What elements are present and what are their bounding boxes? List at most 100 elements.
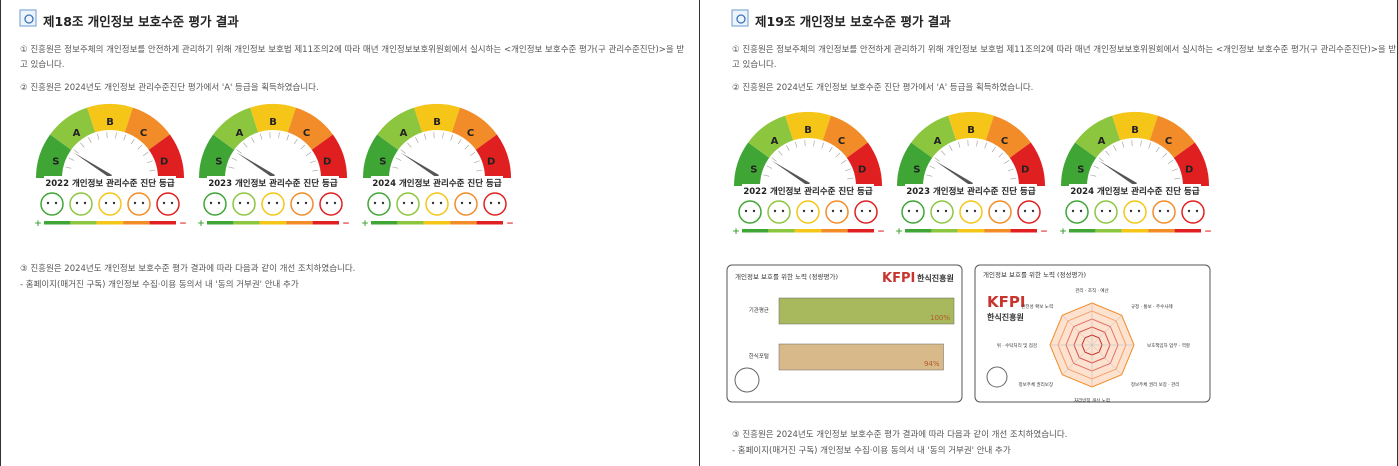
radar-label: 위 · 수탁처리 및 점검 xyxy=(997,342,1037,349)
eye xyxy=(1003,210,1005,212)
grade-letter: B xyxy=(804,125,812,136)
scale-bar xyxy=(260,221,286,225)
grade-letter: D xyxy=(160,156,168,167)
eye xyxy=(305,202,307,204)
bar-label: 기관평균 xyxy=(749,306,769,314)
scale-bar xyxy=(70,221,96,225)
eye xyxy=(239,202,241,204)
scale-bar xyxy=(821,229,847,233)
mascot xyxy=(735,368,759,392)
grade-letter: A xyxy=(1098,136,1106,147)
face xyxy=(960,201,982,223)
gauge-label: 2022 개인정보 관리수준 진단 등급 xyxy=(45,178,175,189)
eye xyxy=(411,202,413,204)
gauge-label: 2024 개인정보 관리수준 진단 등급 xyxy=(372,178,502,189)
grade-letter: A xyxy=(771,136,779,147)
scale-plus: + xyxy=(361,219,369,229)
face xyxy=(157,193,179,215)
eye xyxy=(811,210,813,212)
bar-label: 한식포털 xyxy=(749,352,769,360)
eye xyxy=(966,210,968,212)
eye xyxy=(1032,210,1034,212)
grade-letter: A xyxy=(400,128,408,139)
eye xyxy=(908,210,910,212)
eye xyxy=(210,202,212,204)
scale-bar xyxy=(1095,229,1121,233)
eye xyxy=(1072,210,1074,212)
eye xyxy=(861,210,863,212)
eye xyxy=(382,202,384,204)
scale-bar xyxy=(397,221,423,225)
grade-letter: C xyxy=(1165,136,1172,147)
grade-letter: C xyxy=(838,136,845,147)
scale-bar xyxy=(424,221,450,225)
gauge-label: 2022 개인정보 관리수준 진단 등급 xyxy=(743,186,873,197)
grade-letter: D xyxy=(1185,164,1193,175)
scale-bar xyxy=(1011,229,1037,233)
face xyxy=(902,201,924,223)
eye xyxy=(218,202,220,204)
eye xyxy=(774,210,776,212)
grade-letter: B xyxy=(106,117,114,128)
eye xyxy=(916,210,918,212)
scale-plus: + xyxy=(197,219,205,229)
face xyxy=(1018,201,1040,223)
scale-bar xyxy=(1148,229,1174,233)
face xyxy=(826,201,848,223)
scale-bar xyxy=(286,221,312,225)
scale-bar xyxy=(984,229,1010,233)
bar-value: 100% xyxy=(930,314,950,322)
grade-letter: B xyxy=(1131,125,1139,136)
grade-letter: S xyxy=(52,156,59,167)
face xyxy=(1153,201,1175,223)
scale-bar xyxy=(313,221,339,225)
eye xyxy=(803,210,805,212)
eye xyxy=(334,202,336,204)
eye xyxy=(1167,210,1169,212)
grade-letter: S xyxy=(1077,164,1084,175)
face xyxy=(70,193,92,215)
scale-bar xyxy=(1069,229,1095,233)
scale-bar xyxy=(477,221,503,225)
eye xyxy=(1080,210,1082,212)
scale-bar xyxy=(44,221,70,225)
eye xyxy=(995,210,997,212)
eye xyxy=(432,202,434,204)
eye xyxy=(105,202,107,204)
eye xyxy=(142,202,144,204)
eye xyxy=(782,210,784,212)
scale-plus: + xyxy=(34,219,42,229)
eye xyxy=(945,210,947,212)
scale-plus: + xyxy=(1059,227,1067,237)
scale-bar xyxy=(1175,229,1201,233)
face xyxy=(262,193,284,215)
logo-mark: KFPI xyxy=(987,293,1025,311)
grade-letter: B xyxy=(269,117,277,128)
scale-plus: + xyxy=(895,227,903,237)
face xyxy=(99,193,121,215)
scale-bar xyxy=(371,221,397,225)
eye xyxy=(753,210,755,212)
grade-letter: D xyxy=(1021,164,1029,175)
scale-minus: − xyxy=(342,219,350,229)
logo: 한식진흥원 xyxy=(987,312,1024,322)
face xyxy=(1182,201,1204,223)
eye xyxy=(745,210,747,212)
scale-bar xyxy=(150,221,176,225)
face xyxy=(204,193,226,215)
grade-letter: S xyxy=(215,156,222,167)
grade-letter: A xyxy=(934,136,942,147)
face xyxy=(739,201,761,223)
scale-bar xyxy=(1122,229,1148,233)
eye xyxy=(840,210,842,212)
face xyxy=(1124,201,1146,223)
face xyxy=(455,193,477,215)
scale-minus: − xyxy=(877,227,885,237)
eye xyxy=(276,202,278,204)
eye xyxy=(171,202,173,204)
face xyxy=(797,201,819,223)
bar xyxy=(779,344,944,370)
eye xyxy=(461,202,463,204)
eye xyxy=(1101,210,1103,212)
eye xyxy=(297,202,299,204)
